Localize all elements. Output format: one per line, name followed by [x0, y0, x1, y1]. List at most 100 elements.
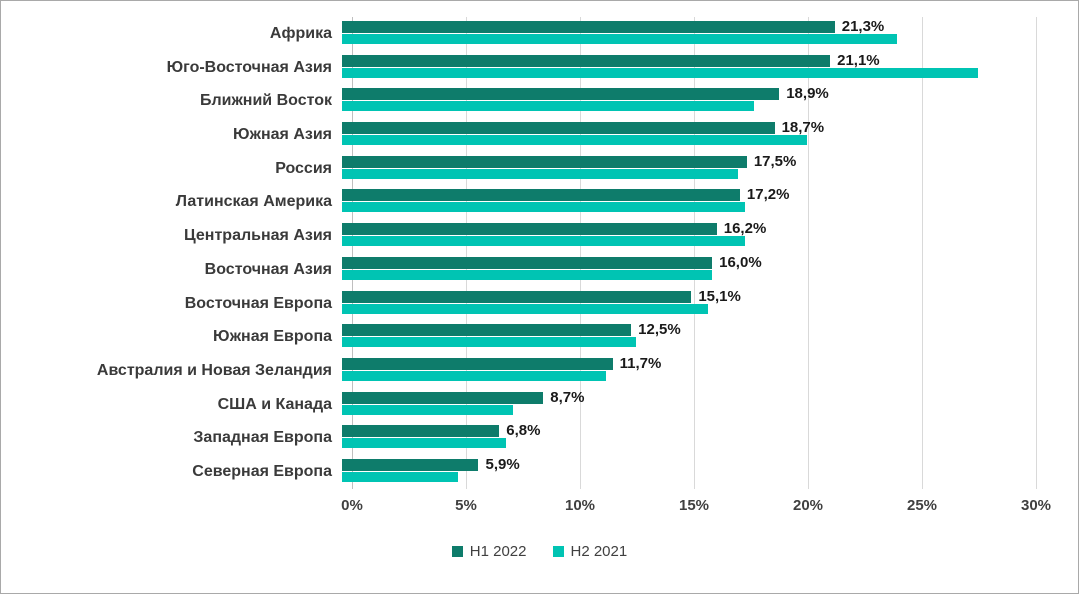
chart-row: Западная Европа 6,8%: [7, 422, 1036, 456]
bar-group: 21,1%: [342, 51, 1036, 85]
bar-h1-2022: [342, 189, 740, 202]
data-label: 12,5%: [638, 321, 681, 339]
bar-h1-2022: [342, 425, 500, 438]
chart-row: Австралия и Новая Зеландия 11,7%: [7, 354, 1036, 388]
gridline: [808, 17, 809, 489]
bar-h2-2021: [342, 404, 514, 415]
bar-h2-2021: [342, 67, 979, 78]
bar-h1-2022: [342, 256, 713, 269]
data-label: 21,3%: [841, 17, 885, 35]
chart-row: Южная Азия 18,7%: [7, 118, 1036, 152]
category-label: Россия: [275, 159, 332, 177]
bar-h1-2022: [342, 459, 479, 472]
bar-group: 17,5%: [342, 152, 1036, 186]
category-label: Южная Азия: [232, 126, 332, 144]
legend-label: H1 2022: [469, 543, 527, 560]
category-label: Австралия и Новая Зеландия: [96, 362, 332, 380]
bar-h1-2022: [342, 155, 747, 168]
bar-h2-2021: [342, 202, 745, 213]
bar-h2-2021: [342, 101, 754, 112]
bar-h2-2021: [342, 168, 738, 179]
bar-h2-2021: [342, 472, 458, 483]
data-label: 5,9%: [485, 456, 520, 474]
category-label: Западная Европа: [193, 429, 332, 447]
data-label: 16,0%: [719, 253, 762, 271]
category-label: Южная Европа: [213, 328, 332, 346]
data-label: 15,1%: [698, 287, 741, 305]
chart-row: Восточная Азия 16,0%: [7, 253, 1036, 287]
category-label: Восточная Европа: [184, 294, 332, 312]
category-label: Центральная Азия: [184, 227, 332, 245]
x-axis: 0% 5% 10% 15% 20% 25% 30%: [341, 497, 1051, 519]
legend-item: H1 2022: [451, 543, 527, 560]
bar-h1-2022: [342, 391, 544, 404]
gridline: [1036, 17, 1037, 489]
chart-row: Восточная Европа 15,1%: [7, 287, 1036, 321]
bar-h1-2022: [342, 324, 632, 337]
x-tick-label: 10%: [564, 497, 596, 514]
legend-item: H2 2021: [552, 543, 628, 560]
x-tick-label: 30%: [1020, 497, 1052, 514]
category-label: Африка: [269, 24, 332, 42]
bar-group: 15,1%: [342, 287, 1036, 321]
legend-swatch-icon: [552, 546, 564, 557]
bar-h2-2021: [342, 269, 713, 280]
bar-group: 18,9%: [342, 84, 1036, 118]
bar-h2-2021: [342, 236, 745, 247]
x-tick-label: 20%: [792, 497, 824, 514]
gridline: [694, 17, 695, 489]
x-tick-label: 0%: [341, 497, 363, 514]
data-label: 11,7%: [619, 355, 662, 373]
x-tick-label: 15%: [678, 497, 710, 514]
bar-h1-2022: [342, 290, 692, 303]
bar-group: 5,9%: [342, 455, 1036, 489]
bar-h2-2021: [342, 33, 898, 44]
category-label: Ближний Восток: [199, 92, 332, 110]
category-label: Латинская Америка: [175, 193, 332, 211]
bar-h2-2021: [342, 371, 606, 382]
chart-row: Центральная Азия 16,2%: [7, 219, 1036, 253]
bar-group: 12,5%: [342, 320, 1036, 354]
chart-row: Южная Европа 12,5%: [7, 320, 1036, 354]
category-label: США и Канада: [217, 395, 332, 413]
legend-label: H2 2021: [570, 543, 628, 560]
category-label: Восточная Азия: [204, 260, 332, 278]
legend-swatch-icon: [451, 546, 463, 557]
bar-group: 16,2%: [342, 219, 1036, 253]
bar-group: 17,2%: [342, 186, 1036, 220]
gridline: [580, 17, 581, 489]
bar-group: 6,8%: [342, 422, 1036, 456]
bar-group: 16,0%: [342, 253, 1036, 287]
category-label: Юго-Восточная Азия: [166, 58, 332, 76]
bar-group: 18,7%: [342, 118, 1036, 152]
chart-row: Латинская Америка 17,2%: [7, 186, 1036, 220]
bar-h1-2022: [342, 88, 780, 101]
data-label: 6,8%: [506, 422, 541, 440]
category-label: Северная Европа: [192, 463, 332, 481]
data-label: 17,2%: [746, 186, 790, 204]
bar-h2-2021: [342, 438, 507, 449]
gridline: [466, 17, 467, 489]
x-tick-label: 5%: [455, 497, 477, 514]
gridline: [922, 17, 923, 489]
data-label: 21,1%: [837, 51, 880, 69]
chart-row: Северная Европа 5,9%: [7, 455, 1036, 489]
bar-chart: Африка 21,3% Юго-Восточная Азия 21,1% Ближни…: [7, 17, 1036, 489]
bar-group: 8,7%: [342, 388, 1036, 422]
bar-h1-2022: [342, 20, 835, 33]
bar-h1-2022: [342, 358, 613, 371]
data-label: 18,9%: [786, 85, 829, 103]
chart-row: Ближний Восток 18,9%: [7, 84, 1036, 118]
bar-h2-2021: [342, 303, 708, 314]
bar-h2-2021: [342, 337, 636, 348]
x-tick-label: 25%: [906, 497, 938, 514]
bar-group: 21,3%: [342, 17, 1036, 51]
chart-row: Юго-Восточная Азия 21,1%: [7, 51, 1036, 85]
chart-row: Африка 21,3%: [7, 17, 1036, 51]
data-label: 16,2%: [723, 220, 767, 238]
chart-row: Россия 17,5%: [7, 152, 1036, 186]
data-label: 18,7%: [781, 119, 825, 137]
y-axis-line: [352, 17, 353, 489]
data-label: 8,7%: [550, 388, 585, 406]
